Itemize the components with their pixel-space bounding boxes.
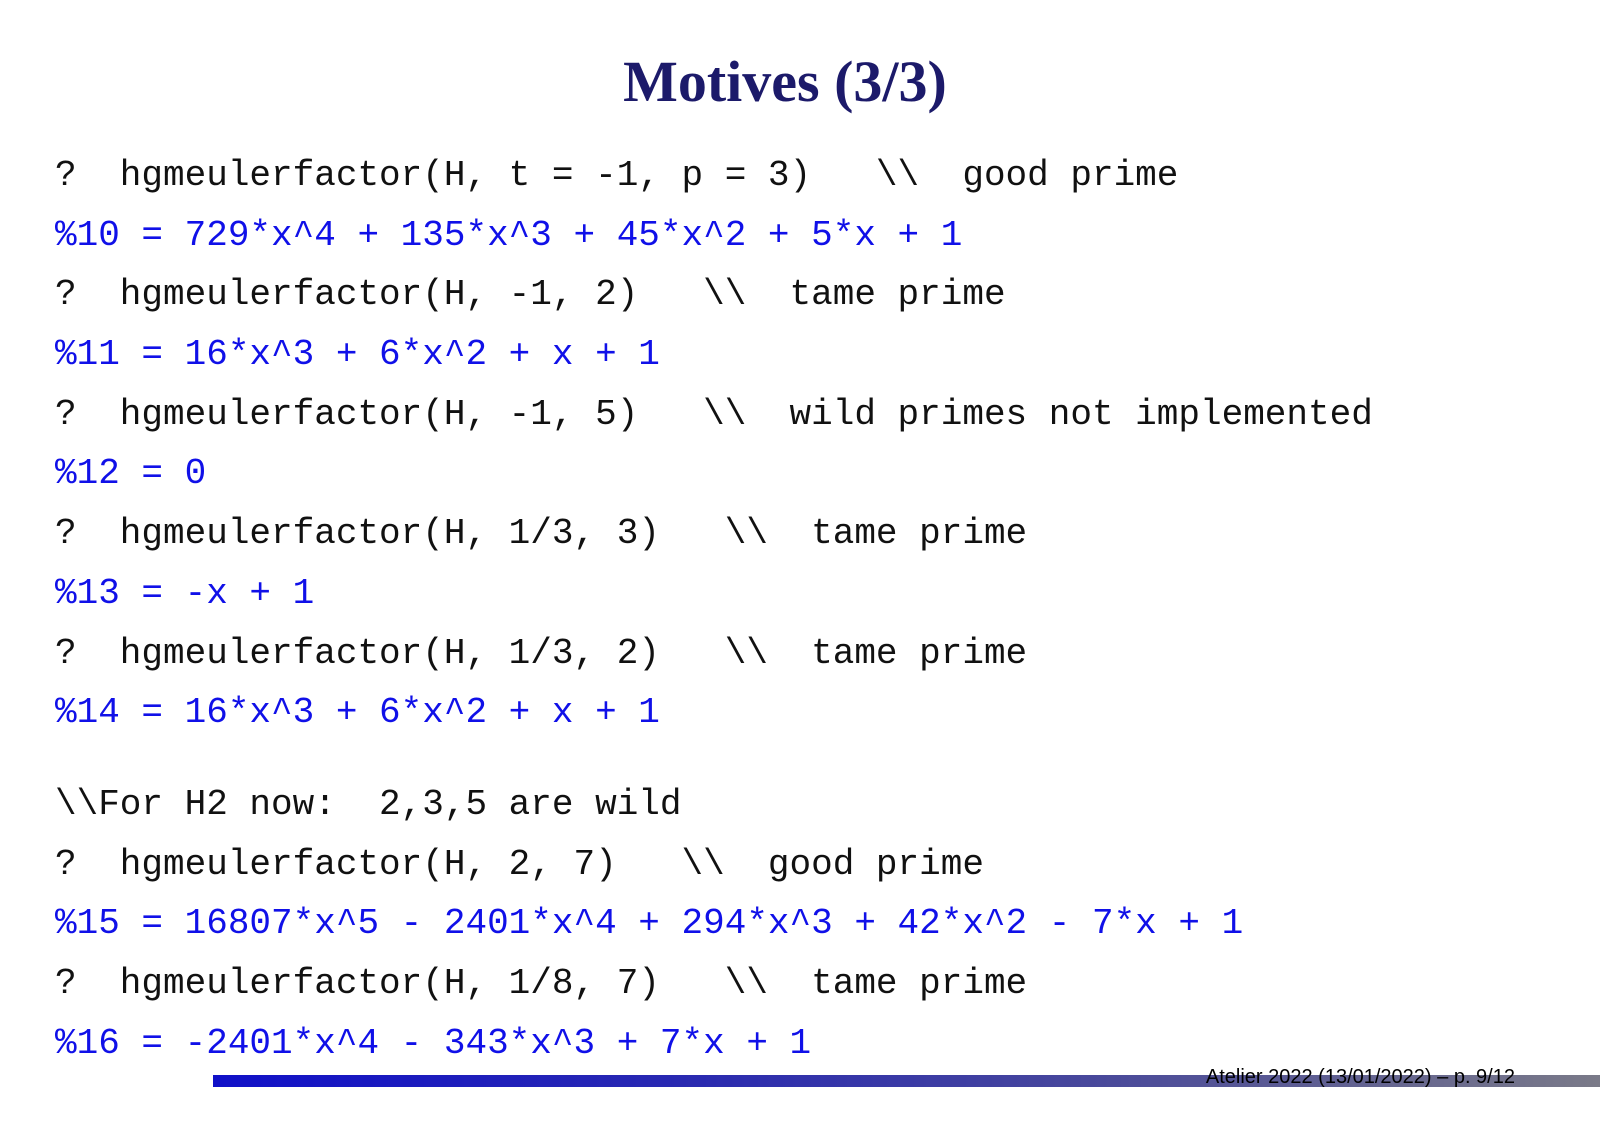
gp-output-line: %15 = 16807*x^5 - 2401*x^4 + 294*x^3 + 4… [55,903,1244,945]
gp-input-line: ? hgmeulerfactor(H, t = -1, p = 3) \\ go… [55,155,1179,196]
gp-output-line: %13 = -x + 1 [55,572,315,614]
gp-input-line: ? hgmeulerfactor(H, 1/8, 7) \\ tame prim… [55,962,1028,1004]
gp-input-line: ? hgmeulerfactor(H, 1/3, 2) \\ tame prim… [55,632,1028,674]
gp-input-line: ? hgmeulerfactor(H, -1, 2) \\ tame prime [55,274,1006,316]
gp-input-line: ? hgmeulerfactor(H, -1, 5) \\ wild prime… [55,393,1373,435]
gp-comment-line: \\For H2 now: 2,3,5 are wild [55,783,682,825]
gp-session-transcript: ? hgmeulerfactor(H, t = -1, p = 3) \\ go… [55,146,1373,1073]
gp-output-line: %14 = 16*x^3 + 6*x^2 + x + 1 [55,692,660,734]
gp-output-line: %16 = -2401*x^4 - 343*x^3 + 7*x + 1 [55,1022,812,1064]
slide-title: Motives (3/3) [623,49,947,114]
gp-input-line: ? hgmeulerfactor(H, 1/3, 3) \\ tame prim… [55,513,1028,555]
footer-page-info: Atelier 2022 (13/01/2022) – p. 9/12 [1205,1066,1515,1088]
gp-input-line: ? hgmeulerfactor(H, 2, 7) \\ good prime [55,843,984,885]
gp-output-line: %12 = 0 [55,453,207,495]
footer-bar [213,1075,1600,1087]
gp-output-line: %10 = 729*x^4 + 135*x^3 + 45*x^2 + 5*x +… [55,214,963,256]
gp-output-line: %11 = 16*x^3 + 6*x^2 + x + 1 [55,334,660,376]
